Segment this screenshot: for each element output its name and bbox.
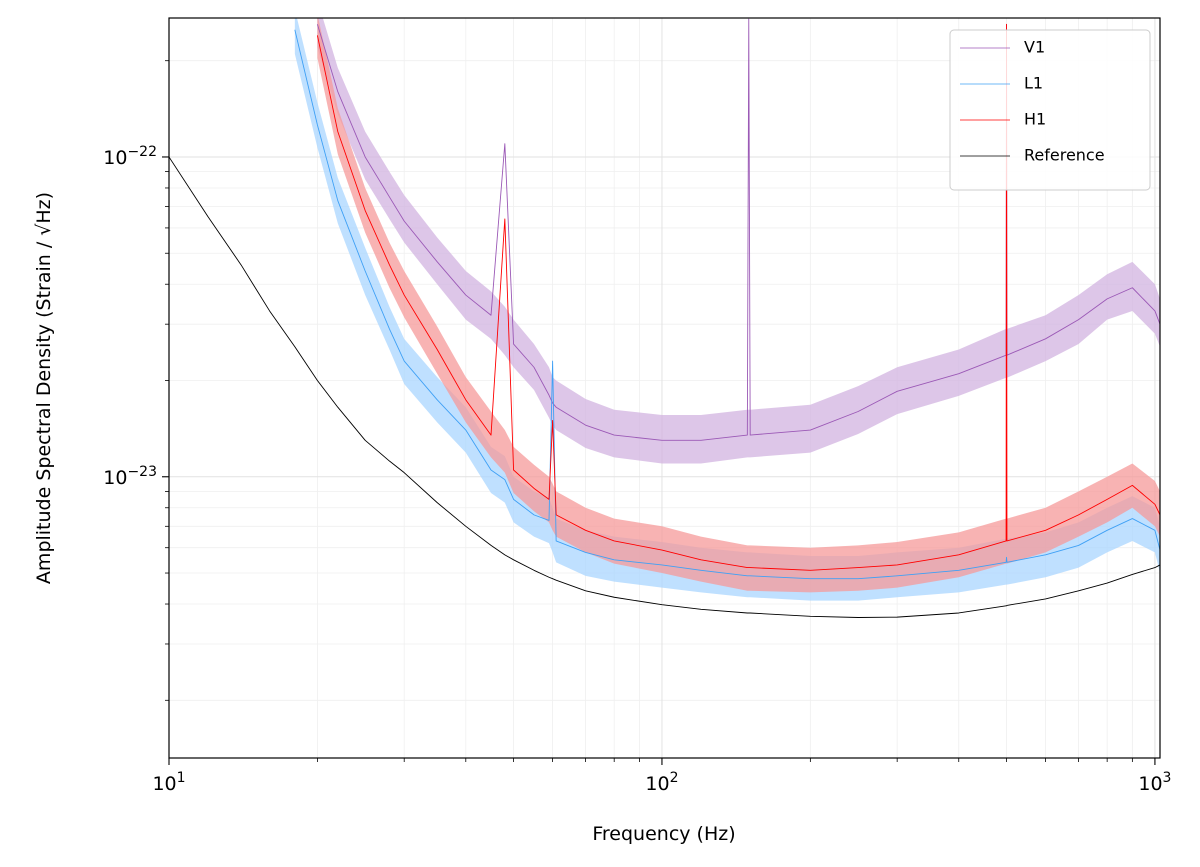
- confidence-band: [317, 18, 1160, 593]
- x-tick-label: 102: [645, 770, 678, 795]
- y-tick-label: 10−23: [103, 464, 157, 489]
- legend-label: Reference: [1024, 146, 1105, 165]
- y-axis-label: Amplitude Spectral Density (Strain / √Hz…: [33, 192, 55, 584]
- series-line: [169, 156, 1160, 618]
- x-axis-label: Frequency (Hz): [592, 823, 735, 845]
- legend-label: L1: [1024, 74, 1043, 93]
- series-line: [316, 18, 1160, 441]
- confidence-band: [294, 18, 1160, 601]
- ticks: 101 102 103 10−23 10−22: [103, 60, 1171, 795]
- series-line: [294, 29, 1160, 580]
- legend: V1 L1 H1 Reference: [949, 29, 1151, 191]
- lines: [169, 18, 1160, 618]
- legend-label: V1: [1024, 38, 1045, 57]
- x-tick-label: 101: [152, 770, 185, 795]
- plot-frame: [168, 17, 1161, 759]
- series-line: [316, 23, 1160, 571]
- confidence-band: [317, 18, 1160, 464]
- x-tick-label: 103: [1138, 770, 1171, 795]
- y-tick-label: 10−22: [103, 144, 157, 169]
- legend-label: H1: [1024, 110, 1046, 129]
- bands: [294, 18, 1160, 601]
- legend-box: [949, 29, 1151, 191]
